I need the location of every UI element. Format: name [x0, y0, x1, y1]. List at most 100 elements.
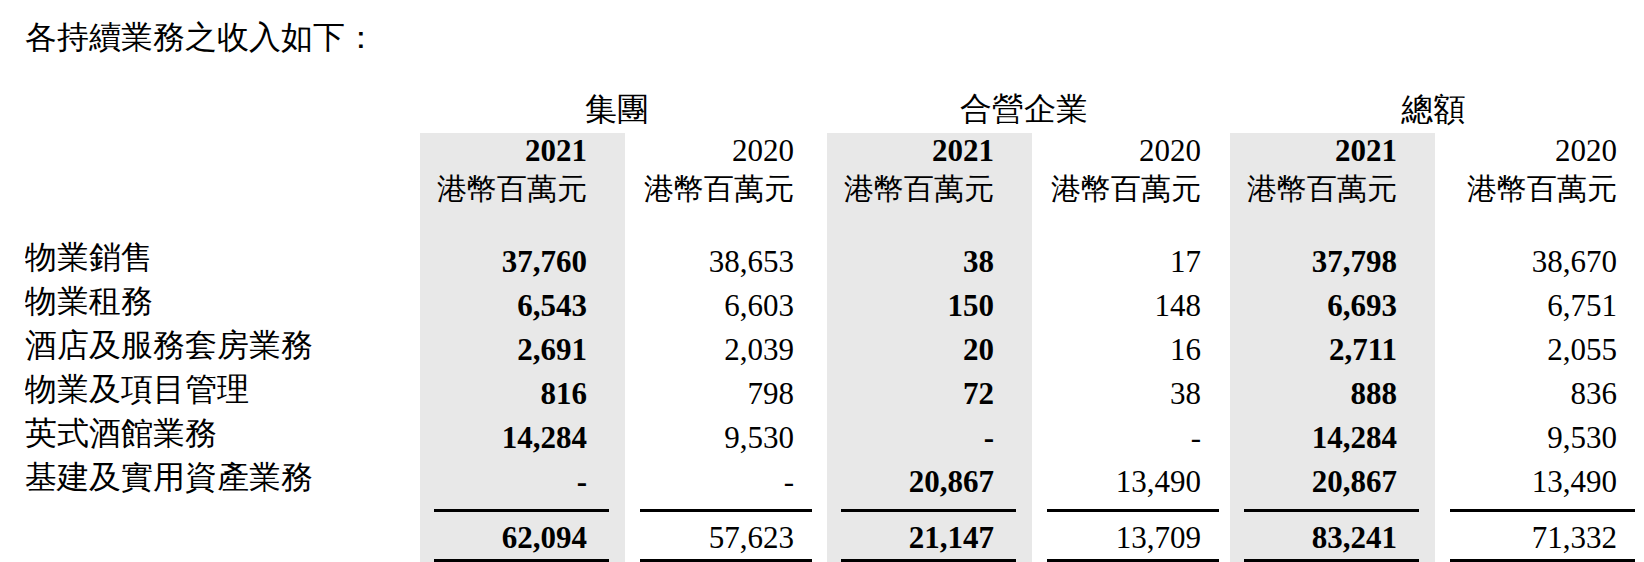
value-total-2020: 836 — [1449, 368, 1637, 412]
value-total-2021: 888 — [1230, 368, 1435, 412]
gap-cell — [1032, 515, 1046, 556]
year-2020-header: 2020 — [1449, 133, 1637, 169]
table-row-property-project-management: 物業及項目管理 816 798 72 38 888 836 — [25, 368, 1637, 412]
gap-cell — [625, 515, 639, 556]
gap-cell — [814, 280, 827, 324]
gap-cell — [1221, 324, 1230, 368]
double-rule — [1230, 556, 1435, 562]
row-label: 物業租務 — [25, 280, 420, 324]
gap-cell — [1032, 368, 1046, 412]
group-header-total: 總額 — [1230, 86, 1637, 133]
gap-cell — [1221, 280, 1230, 324]
total-jv-2020: 13,709 — [1046, 515, 1221, 556]
value-jv-2021: 38 — [827, 236, 1032, 280]
gap-cell — [814, 133, 827, 169]
value-total-2020: 13,490 — [1449, 456, 1637, 500]
gap-cell — [814, 515, 827, 556]
row-label: 物業銷售 — [25, 236, 420, 280]
value-total-2020: 9,530 — [1449, 412, 1637, 456]
value-jv-2020: 16 — [1046, 324, 1221, 368]
spacer-row — [25, 210, 1637, 236]
revenue-table: 集團 合營企業 總額 2021 2020 2021 2020 2021 2020… — [25, 86, 1637, 562]
unit-label: 港幣百萬元 — [420, 169, 625, 210]
gap-cell — [1032, 280, 1046, 324]
double-rule-row — [25, 556, 1637, 562]
group-header-row: 集團 合營企業 總額 — [25, 86, 1637, 133]
year-2020-header: 2020 — [639, 133, 814, 169]
value-group-2020: 2,039 — [639, 324, 814, 368]
unit-label: 港幣百萬元 — [1449, 169, 1637, 210]
gap-cell — [1221, 412, 1230, 456]
gap-cell — [625, 412, 639, 456]
gap-cell — [1435, 133, 1449, 169]
value-group-2021: 816 — [420, 368, 625, 412]
gap-cell — [1221, 456, 1230, 500]
gap-cell — [814, 368, 827, 412]
value-jv-2021: 20,867 — [827, 456, 1032, 500]
gap-cell — [1221, 368, 1230, 412]
single-rule — [1449, 500, 1637, 515]
value-total-2020: 6,751 — [1449, 280, 1637, 324]
gap-cell — [625, 169, 639, 210]
value-jv-2021: - — [827, 412, 1032, 456]
value-group-2021: 6,543 — [420, 280, 625, 324]
value-jv-2021: 150 — [827, 280, 1032, 324]
table-row-property-rental: 物業租務 6,543 6,603 150 148 6,693 6,751 — [25, 280, 1637, 324]
value-total-2021: 2,711 — [1230, 324, 1435, 368]
value-total-2021: 6,693 — [1230, 280, 1435, 324]
gap-cell — [1221, 86, 1230, 133]
value-group-2021: - — [420, 456, 625, 500]
value-jv-2020: - — [1046, 412, 1221, 456]
gap-cell — [625, 280, 639, 324]
gap-cell — [1435, 324, 1449, 368]
single-rule — [1230, 500, 1435, 515]
group-header-joint-ventures: 合營企業 — [827, 86, 1221, 133]
value-group-2021: 2,691 — [420, 324, 625, 368]
total-total-2021: 83,241 — [1230, 515, 1435, 556]
gap-cell — [1221, 133, 1230, 169]
empty-cell — [25, 169, 420, 210]
single-rule — [639, 500, 814, 515]
single-rule-row — [25, 500, 1637, 515]
value-jv-2020: 38 — [1046, 368, 1221, 412]
gap-cell — [1221, 515, 1230, 556]
total-total-2020: 71,332 — [1449, 515, 1637, 556]
section-title: 各持續業務之收入如下： — [25, 16, 377, 60]
single-rule — [1046, 500, 1221, 515]
table-row-infrastructure-utility-assets: 基建及實用資產業務 - - 20,867 13,490 20,867 13,49… — [25, 456, 1637, 500]
value-group-2020: 6,603 — [639, 280, 814, 324]
value-group-2020: 38,653 — [639, 236, 814, 280]
gap-cell — [814, 236, 827, 280]
single-rule — [827, 500, 1032, 515]
total-group-2021: 62,094 — [420, 515, 625, 556]
gap-cell — [1435, 456, 1449, 500]
value-total-2021: 20,867 — [1230, 456, 1435, 500]
gap-cell — [814, 456, 827, 500]
unit-label: 港幣百萬元 — [1046, 169, 1221, 210]
gap-cell — [1435, 412, 1449, 456]
row-label: 英式酒館業務 — [25, 412, 420, 456]
table-row-property-sales: 物業銷售 37,760 38,653 38 17 37,798 38,670 — [25, 236, 1637, 280]
double-rule — [1046, 556, 1221, 562]
double-rule — [639, 556, 814, 562]
empty-cell — [25, 133, 420, 169]
gap-cell — [625, 324, 639, 368]
value-group-2020: 798 — [639, 368, 814, 412]
empty-cell — [25, 515, 420, 556]
gap-cell — [1435, 515, 1449, 556]
gap-cell — [814, 324, 827, 368]
totals-row: 62,094 57,623 21,147 13,709 83,241 71,33… — [25, 515, 1637, 556]
gap-cell — [814, 86, 827, 133]
gap-cell — [1032, 169, 1046, 210]
value-jv-2021: 72 — [827, 368, 1032, 412]
unit-label: 港幣百萬元 — [639, 169, 814, 210]
value-jv-2020: 148 — [1046, 280, 1221, 324]
gap-cell — [814, 412, 827, 456]
value-total-2021: 14,284 — [1230, 412, 1435, 456]
double-rule — [827, 556, 1032, 562]
gap-cell — [1435, 236, 1449, 280]
year-2020-header: 2020 — [1046, 133, 1221, 169]
gap-cell — [1435, 368, 1449, 412]
gap-cell — [1435, 169, 1449, 210]
value-group-2020: - — [639, 456, 814, 500]
